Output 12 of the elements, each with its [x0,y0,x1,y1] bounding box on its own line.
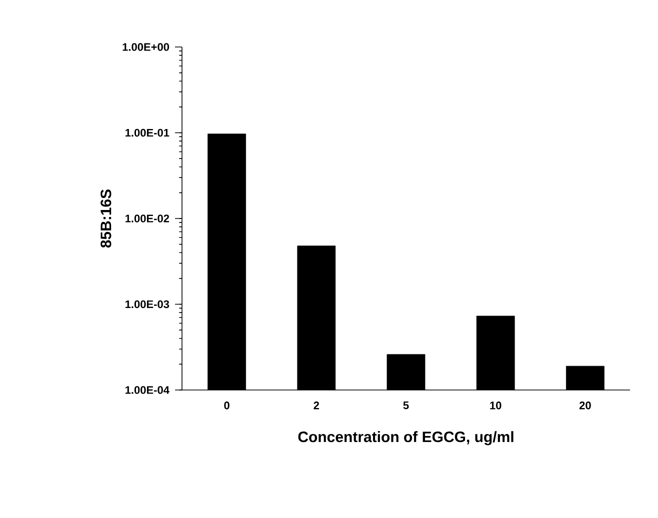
x-tick-label: 5 [403,402,409,410]
y-tick-label: 1.00E-04 [126,386,170,394]
y-tick-label: 1.00E+00 [122,43,170,51]
x-axis-title: Concentration of EGCG, ug/ml [298,431,514,446]
x-tick-label: 0 [224,402,230,410]
x-tick-label: 20 [579,402,591,410]
y-tick-label: 1.00E-02 [126,214,170,222]
y-axis-title: 85B:16S [100,189,112,248]
y-tick-label: 1.00E-01 [126,128,170,137]
x-tick-label: 10 [490,402,502,410]
x-tick-label: 2 [314,402,320,410]
y-tick-label: 1.00E-03 [126,300,170,308]
